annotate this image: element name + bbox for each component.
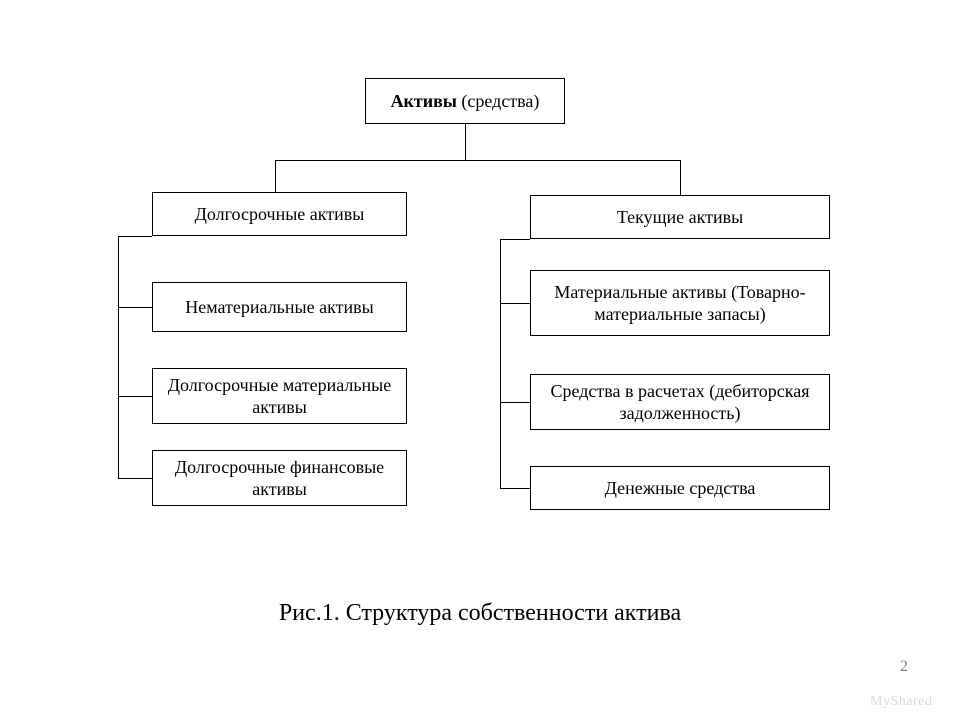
node-right-header: Текущие активы: [530, 195, 830, 239]
node-right-item: Денежные средства: [530, 466, 830, 510]
connector: [275, 160, 680, 161]
connector: [118, 396, 152, 397]
node-right-item: Материальные активы (Товарно-материальны…: [530, 270, 830, 336]
node-right-item-label: Денежные средства: [605, 477, 756, 500]
node-root-label-rest: (средства): [457, 91, 540, 111]
connector: [500, 239, 530, 240]
node-root-label-bold: Активы: [391, 91, 457, 111]
node-right-item: Средства в расчетах (дебиторская задолже…: [530, 374, 830, 430]
connector: [500, 402, 530, 403]
connector: [500, 303, 530, 304]
page-number-text: 2: [900, 658, 908, 675]
node-left-item: Долгосрочные материальные активы: [152, 368, 407, 424]
connector: [275, 160, 276, 192]
diagram-canvas: Активы (средства) Долгосрочные активы Те…: [0, 0, 960, 720]
node-right-item-label: Средства в расчетах (дебиторская задолже…: [539, 380, 821, 425]
node-left-item-label: Долгосрочные финансовые активы: [161, 456, 398, 501]
node-left-item-label: Долгосрочные материальные активы: [161, 374, 398, 419]
connector: [465, 124, 466, 160]
connector: [680, 160, 681, 195]
connector: [500, 239, 501, 488]
figure-caption: Рис.1. Структура собственности актива: [0, 600, 960, 627]
connector: [118, 478, 152, 479]
node-root: Активы (средства): [365, 78, 565, 124]
node-left-item: Нематериальные активы: [152, 282, 407, 332]
watermark: MyShared: [870, 694, 932, 710]
node-right-header-label: Текущие активы: [617, 206, 743, 229]
figure-caption-text: Рис.1. Структура собственности актива: [279, 600, 681, 626]
node-left-header-label: Долгосрочные активы: [195, 203, 365, 226]
watermark-text: MyShared: [870, 694, 932, 709]
connector: [500, 488, 530, 489]
node-left-header: Долгосрочные активы: [152, 192, 407, 236]
page-number: 2: [900, 658, 908, 676]
node-right-item-label: Материальные активы (Товарно-материальны…: [539, 281, 821, 326]
connector: [118, 236, 152, 237]
connector: [118, 236, 119, 478]
connector: [118, 307, 152, 308]
node-left-item-label: Нематериальные активы: [185, 296, 373, 319]
node-left-item: Долгосрочные финансовые активы: [152, 450, 407, 506]
